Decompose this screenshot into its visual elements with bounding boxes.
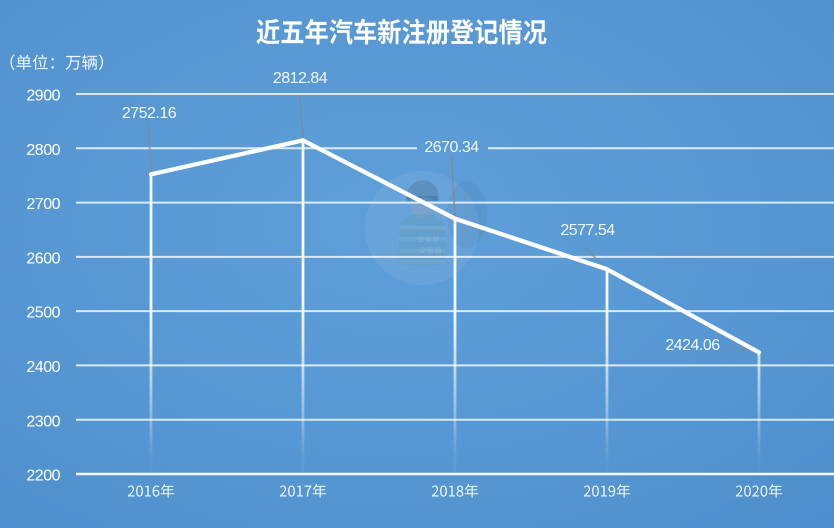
svg-text:2500: 2500 bbox=[26, 305, 60, 322]
svg-text:2300: 2300 bbox=[26, 413, 60, 430]
svg-text:2400: 2400 bbox=[26, 359, 60, 376]
svg-text:2600: 2600 bbox=[26, 251, 60, 268]
svg-text:2577.54: 2577.54 bbox=[560, 222, 615, 239]
svg-text:2800: 2800 bbox=[26, 142, 60, 159]
svg-text:2200: 2200 bbox=[26, 468, 60, 485]
svg-text:2670.34: 2670.34 bbox=[424, 139, 479, 156]
svg-text:2812.84: 2812.84 bbox=[273, 70, 328, 87]
svg-text:2752.16: 2752.16 bbox=[122, 105, 177, 122]
svg-text:2900: 2900 bbox=[26, 88, 60, 105]
svg-text:2424.06: 2424.06 bbox=[665, 337, 720, 354]
svg-text:2700: 2700 bbox=[26, 196, 60, 213]
